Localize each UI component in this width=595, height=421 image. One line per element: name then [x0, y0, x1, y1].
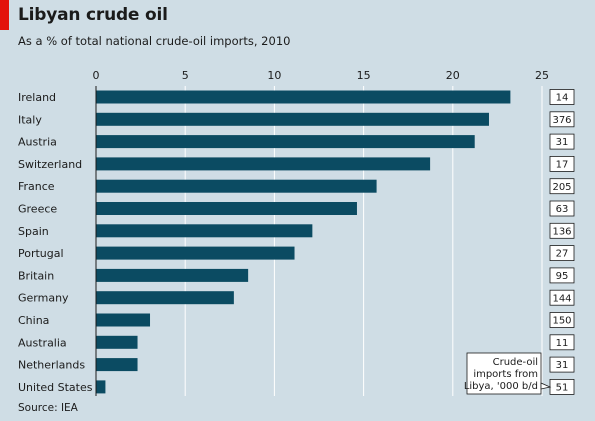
side-value-label: 31 — [556, 360, 569, 371]
chart-subtitle: As a % of total national crude-oil impor… — [18, 34, 291, 48]
category-label: Germany — [18, 292, 69, 305]
side-value-box — [549, 356, 575, 373]
side-value-label: 95 — [556, 271, 569, 282]
side-value-label: 27 — [556, 249, 569, 260]
side-value-label: 63 — [556, 204, 569, 215]
source-note: Source: IEA — [18, 402, 78, 414]
x-tick-label: 0 — [93, 69, 100, 82]
chart-title: Libyan crude oil — [18, 5, 168, 25]
category-label: United States — [18, 381, 93, 394]
side-value-box — [549, 178, 575, 195]
bar — [96, 202, 357, 215]
side-value-box — [549, 222, 575, 239]
category-label: Austria — [18, 136, 57, 149]
x-tick-label: 15 — [357, 69, 371, 82]
side-value-box — [549, 200, 575, 217]
x-tick-label: 5 — [182, 69, 189, 82]
brand-tab — [0, 0, 9, 30]
category-label: Switzerland — [18, 158, 82, 171]
side-value-label: 205 — [552, 182, 571, 193]
annotation-text: Libya, '000 b/d — [464, 381, 538, 392]
bar — [96, 90, 511, 104]
side-value-label: 144 — [552, 293, 571, 304]
side-value-box — [549, 312, 575, 328]
x-tick-label: 20 — [446, 69, 460, 82]
annotation-text: imports from — [473, 369, 538, 380]
category-label: Greece — [18, 203, 57, 216]
side-value-label: 136 — [552, 226, 571, 237]
annotation-text: Crude-oil — [493, 357, 538, 368]
bar — [96, 112, 489, 126]
category-label: Portugal — [18, 247, 64, 260]
side-value-label: 17 — [556, 160, 569, 171]
category-label: Netherlands — [18, 359, 85, 372]
bar — [96, 224, 313, 238]
bar — [96, 291, 234, 305]
category-label: Britain — [18, 269, 54, 282]
side-value-box — [549, 245, 575, 262]
bar — [96, 313, 151, 327]
side-value-box — [549, 289, 575, 306]
bar — [96, 246, 295, 260]
side-value-box — [549, 133, 575, 150]
bar — [96, 135, 475, 149]
side-value-box — [549, 267, 575, 284]
bar — [96, 157, 431, 171]
side-value-label: 150 — [552, 316, 571, 327]
annotation-box — [466, 352, 542, 395]
x-tick-label: 25 — [535, 69, 549, 82]
category-label: Italy — [18, 113, 42, 126]
x-tick-label: 10 — [267, 69, 281, 82]
bar — [96, 179, 377, 193]
side-value-box — [549, 334, 575, 351]
side-value-box — [549, 155, 575, 172]
side-value-label: 31 — [556, 137, 569, 148]
category-label: Australia — [18, 336, 67, 349]
category-label: Ireland — [18, 91, 56, 104]
category-label: France — [18, 180, 55, 193]
side-value-label: 11 — [556, 338, 569, 349]
side-value-label: 376 — [552, 115, 571, 126]
category-label: China — [18, 314, 49, 327]
bar — [96, 335, 138, 349]
bar — [96, 358, 138, 372]
side-value-label: 14 — [556, 93, 569, 104]
bar — [96, 380, 106, 394]
category-label: Spain — [18, 225, 49, 238]
side-value-box — [549, 111, 575, 128]
annotation-pointer — [540, 382, 552, 390]
side-value-label: 51 — [556, 383, 569, 394]
side-value-box — [549, 89, 575, 105]
bar — [96, 268, 249, 282]
